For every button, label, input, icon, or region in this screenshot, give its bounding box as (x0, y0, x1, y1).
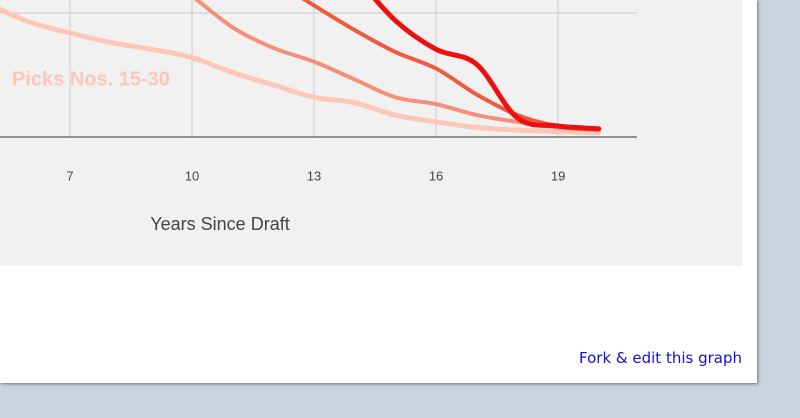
annotation: Picks Nos. 15-30 (12, 68, 170, 90)
x-tick-label: 13 (307, 168, 321, 183)
chart: Years Since Draft Picks Nos. 15-30 7 10 13… (0, 0, 742, 266)
x-tick-label: 10 (185, 168, 199, 183)
data-line (0, 6, 602, 136)
x-axis-title: Years Since Draft (150, 214, 289, 234)
x-tick-label: 19 (551, 168, 565, 183)
fork-link[interactable]: Fork & edit this graph (579, 349, 742, 367)
data-line (372, 0, 602, 132)
x-tick-label: 16 (429, 168, 443, 183)
x-tick-label: 7 (66, 168, 73, 183)
